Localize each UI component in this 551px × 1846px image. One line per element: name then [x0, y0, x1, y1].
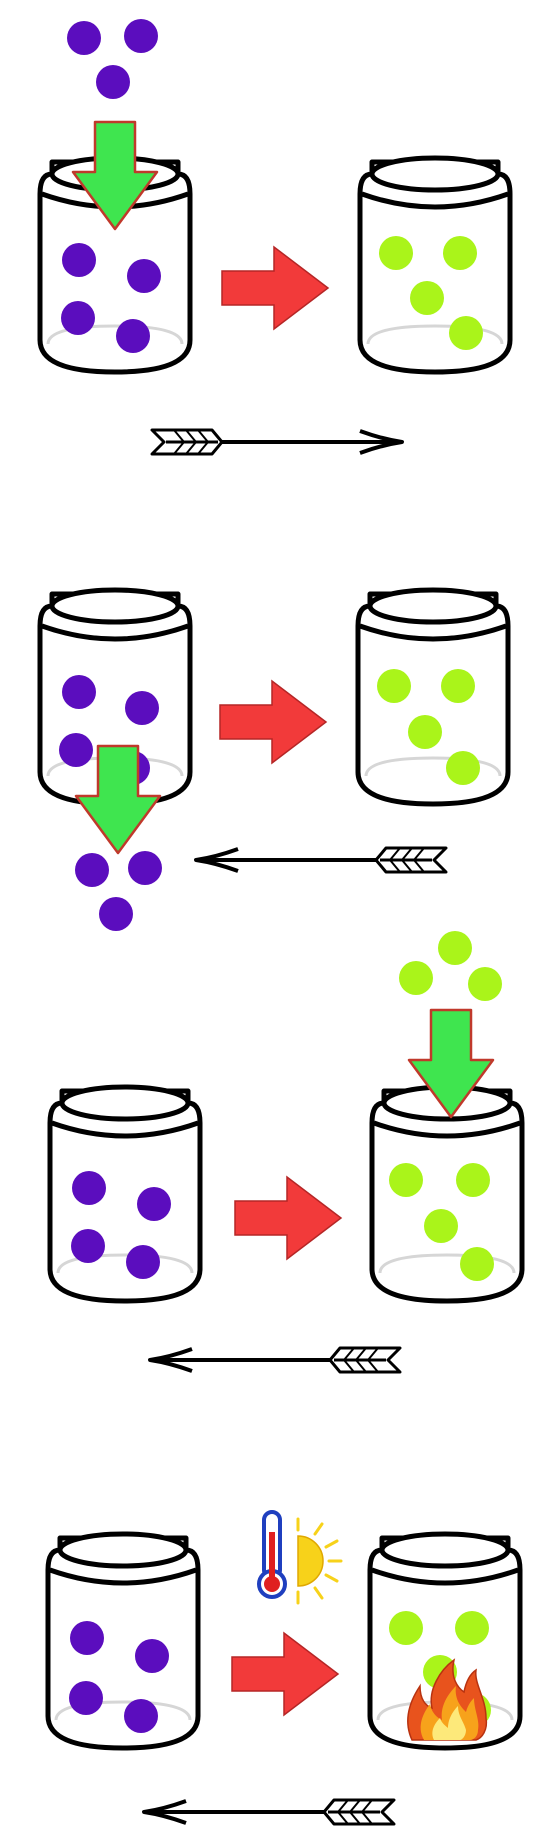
reactant-ball — [62, 675, 96, 709]
reactant-ball — [67, 21, 101, 55]
product-ball — [460, 1247, 494, 1281]
reactant-balls-in-jar — [61, 243, 161, 353]
shift-left-arrow-icon — [194, 846, 448, 874]
removed-reactant-balls — [75, 851, 162, 931]
product-balls-in-jar — [377, 669, 480, 785]
product-balls-in-jar — [379, 236, 483, 350]
reactant-ball — [75, 853, 109, 887]
product-ball — [468, 967, 502, 1001]
product-ball — [399, 961, 433, 995]
thermometer-icon — [257, 1510, 287, 1599]
product-ball — [379, 236, 413, 270]
panel-remove-reactant — [40, 590, 508, 931]
reaction-arrow-icon — [234, 1176, 342, 1260]
reactant-ball — [61, 301, 95, 335]
product-ball — [455, 1611, 489, 1645]
reactant-ball — [127, 259, 161, 293]
reactant-ball — [135, 1639, 169, 1673]
product-ball — [377, 669, 411, 703]
reactant-ball — [137, 1187, 171, 1221]
product-jar — [358, 590, 508, 804]
product-balls-in-jar — [389, 1163, 494, 1281]
falling-product-balls — [399, 931, 502, 1001]
reaction-arrow-icon — [221, 246, 329, 330]
sun-icon — [296, 1517, 343, 1605]
reactant-ball — [62, 243, 96, 277]
reactant-ball — [59, 733, 93, 767]
reactant-ball — [125, 691, 159, 725]
reactant-ball — [70, 1621, 104, 1655]
reaction-arrow-icon — [231, 1632, 339, 1716]
shift-left-arrow-icon — [142, 1798, 396, 1826]
product-ball — [443, 236, 477, 270]
falling-reactant-balls — [67, 19, 158, 99]
reactant-ball — [99, 897, 133, 931]
shift-left-arrow-icon — [148, 1346, 402, 1374]
panel-add-product — [50, 931, 522, 1374]
reactant-ball — [71, 1229, 105, 1263]
product-ball — [389, 1611, 423, 1645]
reactant-ball — [116, 319, 150, 353]
product-ball — [389, 1163, 423, 1197]
reaction-arrow-icon — [219, 680, 327, 764]
product-jar — [360, 158, 510, 372]
reactant-jar — [50, 1087, 200, 1301]
reactant-ball — [124, 1699, 158, 1733]
shift-right-arrow-icon — [150, 428, 404, 456]
product-jar — [372, 1087, 522, 1301]
panel-add-reactant — [40, 19, 510, 456]
product-ball — [456, 1163, 490, 1197]
reactant-ball — [124, 19, 158, 53]
product-ball — [408, 715, 442, 749]
reactant-ball — [96, 65, 130, 99]
reactant-balls-in-jar — [69, 1621, 169, 1733]
product-ball — [446, 751, 480, 785]
product-ball — [441, 669, 475, 703]
product-ball — [438, 931, 472, 965]
product-ball — [449, 316, 483, 350]
reactant-balls-in-jar — [71, 1171, 171, 1279]
product-ball — [424, 1209, 458, 1243]
reactant-ball — [69, 1681, 103, 1715]
reactant-ball — [128, 851, 162, 885]
fire-icon — [407, 1658, 488, 1741]
reactant-ball — [126, 1245, 160, 1279]
reactant-ball — [72, 1171, 106, 1205]
product-ball — [410, 281, 444, 315]
panel-heat-added — [48, 1510, 520, 1826]
